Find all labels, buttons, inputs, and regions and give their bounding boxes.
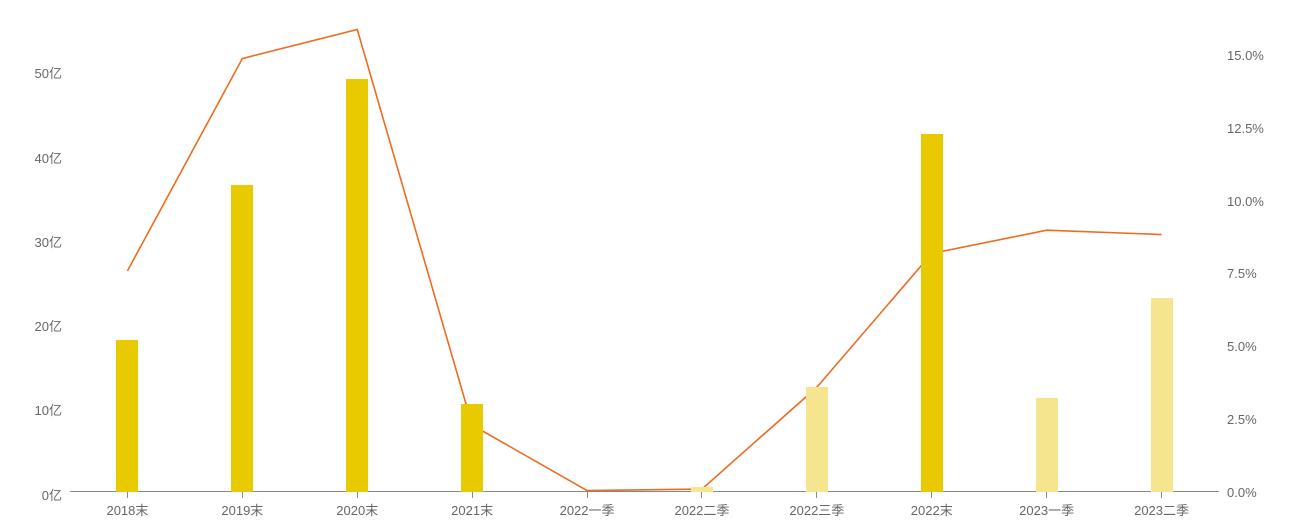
plot-area: 0亿10亿20亿30亿40亿50亿0.0%2.5%5.0%7.5%10.0%12… [70,12,1219,492]
y-left-tick-label: 10亿 [35,400,62,419]
x-tick-mark [931,492,932,498]
x-tick-label: 2023一季 [1019,500,1074,519]
x-tick-label: 2021末 [451,500,493,519]
x-tick-label: 2020末 [336,500,378,519]
bar [346,79,368,492]
y-right-tick-label: 15.0% [1227,48,1264,63]
x-tick-mark [472,492,473,498]
y-left-tick-label: 20亿 [35,316,62,335]
y-left-tick-label: 30亿 [35,232,62,251]
bar [921,134,943,492]
y-right-tick-label: 7.5% [1227,266,1257,281]
x-tick-label: 2022一季 [560,500,615,519]
x-tick-mark [701,492,702,498]
line-path [127,29,1161,490]
bar [1036,398,1058,492]
bar [461,404,483,492]
x-tick-mark [242,492,243,498]
y-right-tick-label: 5.0% [1227,339,1257,354]
x-tick-mark [816,492,817,498]
bar [231,185,253,492]
x-tick-label: 2023二季 [1134,500,1189,519]
y-right-tick-label: 12.5% [1227,121,1264,136]
y-left-tick-label: 50亿 [35,63,62,82]
x-tick-mark [127,492,128,498]
x-tick-label: 2022二季 [674,500,729,519]
combo-chart: 0亿 10亿 20亿 30亿 40亿 50亿 0.0% 2.5% 5.0% 7.5% 10.0% 12… [0,0,1289,528]
y-right-tick-label: 2.5% [1227,412,1257,427]
x-tick-label: 2019末 [221,500,263,519]
y-left-tick-label: 0亿 [42,485,62,504]
x-tick-label: 2022末 [911,500,953,519]
bar [806,387,828,492]
x-tick-label: 2018末 [106,500,148,519]
bar [691,487,713,492]
x-tick-mark [1161,492,1162,498]
bar [1151,298,1173,492]
bar [116,340,138,492]
x-tick-mark [1046,492,1047,498]
y-right-tick-label: 10.0% [1227,194,1264,209]
x-tick-label: 2022三季 [789,500,844,519]
x-tick-mark [587,492,588,498]
x-tick-mark [357,492,358,498]
y-left-tick-label: 40亿 [35,148,62,167]
y-right-tick-label: 0.0% [1227,485,1257,500]
